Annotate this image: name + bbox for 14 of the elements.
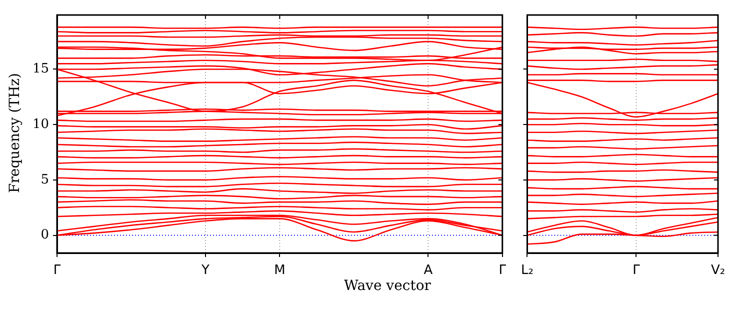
x-tick-label: Γ <box>498 263 507 278</box>
x-tick-label: Γ <box>632 263 641 278</box>
x-tick-label: L₂ <box>520 263 534 278</box>
y-axis-title: Frequency (THz) <box>7 72 23 193</box>
x-tick-label: Y <box>200 263 210 278</box>
y-tick-label: 15 <box>32 62 49 77</box>
x-tick-label: A <box>424 263 433 278</box>
y-tick-label: 0 <box>40 228 49 243</box>
y-tick-label: 5 <box>40 172 49 188</box>
x-axis-title: Wave vector <box>343 278 432 294</box>
x-tick-label: Γ <box>53 263 62 278</box>
y-tick-label: 10 <box>32 116 49 132</box>
x-tick-label: M <box>274 263 286 278</box>
x-tick-label: V₂ <box>710 263 726 278</box>
